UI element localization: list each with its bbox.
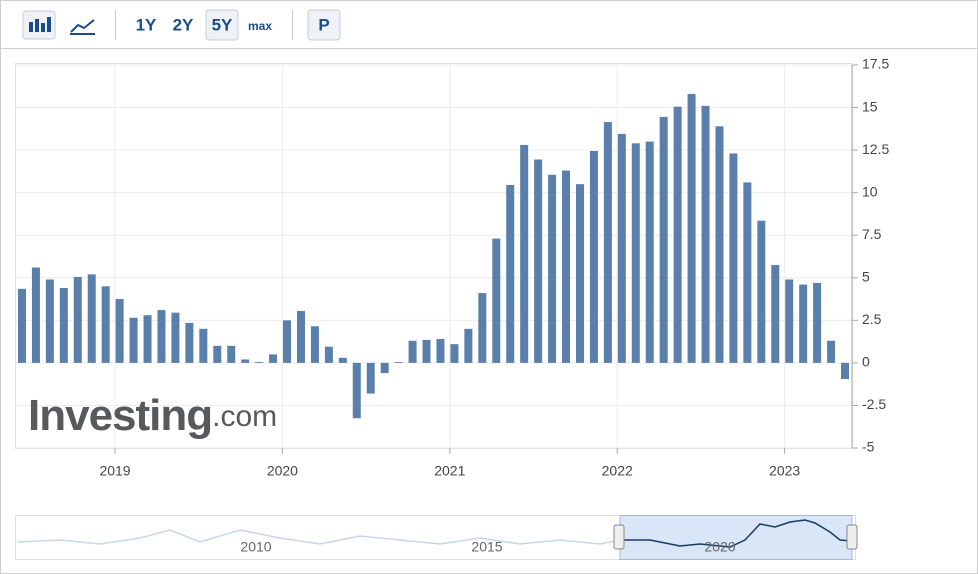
bar (115, 299, 124, 363)
bar (757, 220, 766, 363)
bar (841, 362, 850, 380)
bar (771, 265, 780, 363)
bar (199, 328, 208, 363)
bar (59, 287, 68, 363)
y-tick-label: 10 (862, 183, 878, 199)
bar (255, 362, 264, 363)
bar (269, 354, 278, 363)
logo: Investing.com (28, 391, 277, 440)
range-button[interactable]: max (248, 19, 272, 33)
x-tick-label: 2021 (434, 463, 465, 479)
y-tick-label: 15 (862, 98, 878, 114)
bar (129, 317, 138, 363)
bar (827, 340, 836, 363)
bar (380, 362, 389, 374)
bar (589, 150, 598, 363)
bar (645, 141, 654, 363)
bar (436, 339, 445, 363)
bar (408, 340, 417, 363)
bar (296, 310, 305, 363)
bar-chart-button[interactable] (22, 10, 56, 40)
bar (492, 238, 501, 363)
bar (631, 143, 640, 363)
bar (17, 288, 26, 363)
bar (185, 322, 194, 363)
bar (241, 359, 250, 363)
bar (45, 279, 54, 363)
bar (534, 159, 543, 363)
bar (701, 105, 710, 363)
bar (422, 339, 431, 363)
navigator: 2010 2015 2020 (15, 515, 858, 560)
bar (338, 357, 347, 363)
active-button-bg (205, 9, 239, 41)
bar (227, 345, 236, 363)
y-tick-label: 5 (862, 268, 870, 284)
bar (310, 326, 319, 363)
bar (506, 185, 515, 363)
bar (603, 122, 612, 363)
x-tick-label: 2020 (267, 463, 298, 479)
bar (450, 344, 459, 363)
x-tick-label: 2023 (769, 463, 800, 479)
logo-suffix: .com (212, 400, 277, 433)
bar (743, 182, 752, 363)
logo-name: Investing (28, 391, 212, 440)
range-button[interactable]: 5Y (212, 15, 233, 34)
y-tick-label: 12.5 (862, 141, 889, 157)
y-tick-label: -5 (862, 439, 875, 455)
bar (464, 328, 473, 363)
x-tick-label: 2019 (99, 463, 130, 479)
bar (324, 346, 333, 363)
bar (101, 286, 110, 363)
bar (394, 362, 403, 363)
y-tick-label: 2.5 (862, 311, 882, 327)
bar (478, 293, 487, 363)
bar (213, 345, 222, 363)
navigator-label: 2010 (240, 539, 271, 555)
navigator-label: 2015 (471, 539, 502, 555)
bar (729, 153, 738, 363)
p-button[interactable]: P (318, 15, 329, 34)
bar (143, 315, 152, 363)
bar (87, 274, 96, 363)
bar (813, 282, 822, 363)
bar (31, 267, 40, 363)
button-bg (307, 9, 341, 41)
bar (352, 362, 361, 419)
navigator-label: 2020 (704, 539, 735, 555)
bar (73, 276, 82, 363)
bar (575, 184, 584, 363)
bar (785, 279, 794, 363)
bar (548, 174, 557, 363)
bar (617, 133, 626, 363)
bar (520, 145, 529, 363)
bar (157, 310, 166, 363)
bar (715, 126, 724, 363)
x-tick-label: 2022 (602, 463, 633, 479)
bar (171, 312, 180, 363)
y-tick-label: -2.5 (862, 396, 886, 412)
bar (659, 116, 668, 363)
range-button[interactable]: 2Y (173, 15, 194, 34)
bar (673, 106, 682, 363)
y-tick-label: 17.5 (862, 56, 889, 72)
plot: -5 -2.5 0 2.5 5 7.5 10 12.5 15 17.5 2019 2020 2021 20… (15, 56, 889, 479)
bar (687, 93, 696, 363)
bar (799, 284, 808, 363)
bar (283, 320, 292, 363)
line-chart-button[interactable] (70, 19, 95, 35)
bar (366, 362, 375, 394)
y-tick-label: 0 (862, 354, 870, 370)
y-tick-label: 7.5 (862, 226, 882, 242)
range-button[interactable]: 1Y (136, 15, 157, 34)
bar (562, 170, 571, 363)
